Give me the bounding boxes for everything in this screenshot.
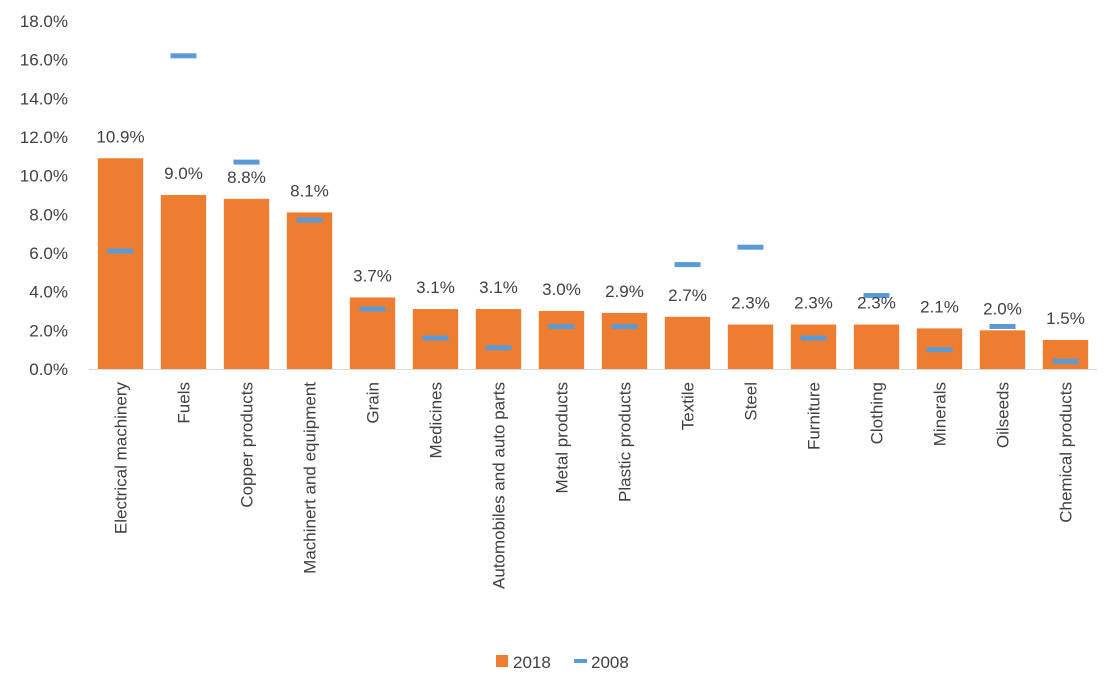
marker-2008 bbox=[422, 335, 449, 341]
markers-2008 bbox=[107, 53, 1079, 364]
marker-2008 bbox=[989, 323, 1016, 329]
x-tick-label: Automobiles and auto parts bbox=[490, 382, 509, 589]
x-tick-label: Copper products bbox=[238, 382, 257, 508]
x-tick-label: Plastic products bbox=[616, 382, 635, 502]
marker-2008 bbox=[548, 323, 575, 329]
marker-2008 bbox=[485, 345, 512, 351]
y-axis: 0.0% 2.0% 4.0% 6.0% 8.0% 10.0% 12.0% 14.0% 16.0%… bbox=[20, 12, 68, 379]
bar-2018 bbox=[790, 324, 837, 369]
y-tick-label: 18.0% bbox=[20, 12, 68, 31]
data-labels: 10.9% 9.0% 8.8% 8.1% 3.7% 3.1% 3.1% 3.0% 2.9% 2.7… bbox=[96, 127, 1084, 328]
marker-2008 bbox=[359, 306, 386, 312]
data-label-2018: 3.1% bbox=[416, 278, 455, 297]
data-label-2018: 3.1% bbox=[479, 278, 518, 297]
marker-2008 bbox=[233, 159, 260, 165]
x-tick-label: Furniture bbox=[805, 382, 824, 450]
bar-2018 bbox=[97, 158, 144, 369]
data-label-2018: 2.7% bbox=[668, 286, 707, 305]
y-tick-label: 12.0% bbox=[20, 128, 68, 147]
bar-2018 bbox=[853, 324, 900, 369]
bar-2018 bbox=[727, 324, 774, 369]
marker-2008 bbox=[800, 335, 827, 341]
bar-2018 bbox=[475, 309, 522, 369]
data-label-2018: 2.0% bbox=[983, 299, 1022, 318]
y-tick-label: 8.0% bbox=[29, 205, 68, 224]
y-tick-label: 10.0% bbox=[20, 167, 68, 186]
marker-2008 bbox=[107, 248, 134, 254]
y-tick-label: 16.0% bbox=[20, 51, 68, 70]
y-tick-label: 14.0% bbox=[20, 89, 68, 108]
legend-label-2018: 2018 bbox=[513, 653, 551, 672]
x-tick-label: Steel bbox=[742, 382, 761, 421]
data-label-2018: 2.9% bbox=[605, 282, 644, 301]
x-tick-label: Machinert and equipment bbox=[301, 382, 320, 574]
marker-2008 bbox=[674, 262, 701, 268]
bar-2018 bbox=[223, 198, 270, 369]
bars-2018 bbox=[97, 158, 1089, 369]
x-tick-label: Chemical products bbox=[1057, 382, 1076, 523]
data-label-2018: 8.1% bbox=[290, 181, 329, 200]
bar-2018 bbox=[538, 311, 585, 369]
bar-2018 bbox=[160, 195, 207, 369]
marker-2008 bbox=[296, 217, 323, 223]
data-label-2018: 10.9% bbox=[96, 127, 144, 146]
bar-2018 bbox=[979, 330, 1026, 369]
bar-2018 bbox=[286, 212, 333, 369]
x-tick-label: Oilseeds bbox=[994, 382, 1013, 448]
marker-2008 bbox=[170, 53, 197, 59]
y-tick-label: 0.0% bbox=[29, 360, 68, 379]
x-tick-label: Grain bbox=[364, 382, 383, 424]
x-axis: Electrical machinery Fuels Copper products… bbox=[89, 369, 1097, 589]
data-label-2018: 3.7% bbox=[353, 266, 392, 285]
bar-2018 bbox=[1042, 340, 1089, 369]
bar-2018 bbox=[601, 312, 648, 369]
marker-2008 bbox=[1052, 358, 1079, 364]
y-tick-label: 4.0% bbox=[29, 283, 68, 302]
x-tick-label: Metal products bbox=[553, 382, 572, 494]
data-label-2018: 2.1% bbox=[920, 297, 959, 316]
x-tick-label: Electrical machinery bbox=[112, 382, 131, 535]
data-label-2018: 2.3% bbox=[857, 294, 896, 313]
data-label-2018: 1.5% bbox=[1046, 309, 1085, 328]
marker-2008 bbox=[611, 323, 638, 329]
marker-2008 bbox=[926, 347, 953, 353]
data-label-2018: 8.8% bbox=[227, 168, 266, 187]
legend-swatch-2008 bbox=[574, 659, 587, 663]
x-tick-label: Minerals bbox=[931, 382, 950, 446]
data-label-2018: 2.3% bbox=[794, 294, 833, 313]
x-tick-label: Fuels bbox=[175, 382, 194, 424]
x-tick-label: Medicines bbox=[427, 382, 446, 459]
marker-2008 bbox=[863, 293, 890, 299]
marker-2008 bbox=[737, 244, 764, 250]
x-tick-label: Textile bbox=[679, 382, 698, 430]
legend-swatch-2018 bbox=[496, 655, 508, 667]
data-label-2018: 2.3% bbox=[731, 294, 770, 313]
legend: 2018 2008 bbox=[496, 653, 629, 672]
data-label-2018: 3.0% bbox=[542, 280, 581, 299]
legend-label-2008: 2008 bbox=[591, 653, 629, 672]
x-tick-label: Clothing bbox=[868, 382, 887, 444]
y-tick-label: 6.0% bbox=[29, 244, 68, 263]
data-label-2018: 9.0% bbox=[164, 164, 203, 183]
y-tick-label: 2.0% bbox=[29, 321, 68, 340]
bar-2018 bbox=[664, 316, 711, 369]
